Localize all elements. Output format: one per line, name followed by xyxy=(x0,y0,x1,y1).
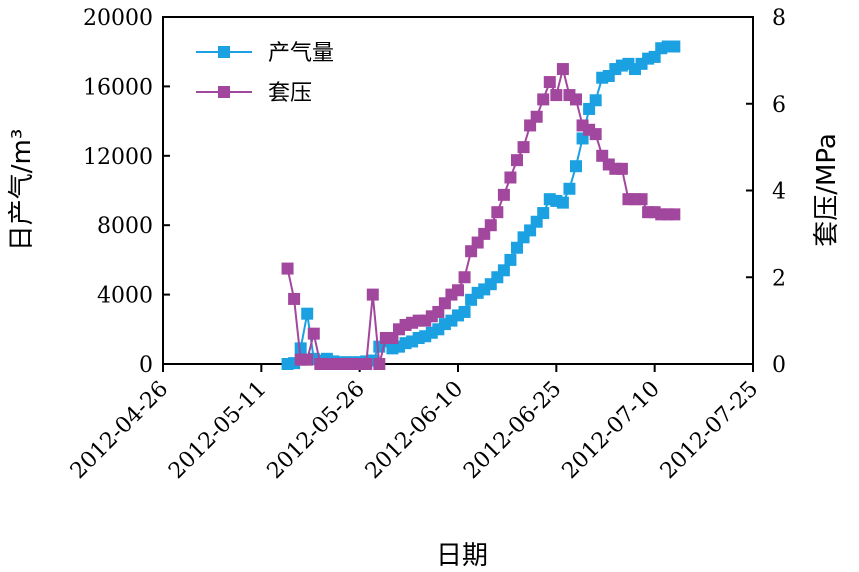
x-tick-label: 2012-07-25 xyxy=(656,377,763,484)
data-point-pressure xyxy=(511,154,523,167)
series-line-pressure xyxy=(286,68,675,365)
data-point-pressure xyxy=(504,171,517,184)
x-tick-label: 2012-05-26 xyxy=(263,377,370,484)
data-point-gas xyxy=(511,241,523,254)
left-axis: 0 4000 8000 12000 16000 20000 xyxy=(83,6,170,378)
right-axis: 0 2 4 6 8 xyxy=(746,6,786,378)
data-point-pressure xyxy=(589,128,602,141)
data-point-gas xyxy=(563,182,576,195)
right-tick-label: 6 xyxy=(772,93,786,118)
x-tick-label: 2012-06-10 xyxy=(361,377,468,484)
left-tick-label: 12000 xyxy=(83,145,153,170)
data-point-pressure xyxy=(570,93,582,106)
legend-swatch-gas-marker xyxy=(218,46,230,58)
left-tick-label: 16000 xyxy=(83,75,153,100)
data-point-gas xyxy=(458,305,471,318)
x-tick-label: 2012-05-11 xyxy=(164,377,271,484)
data-point-gas xyxy=(497,264,510,277)
legend-item-pressure: 套压 xyxy=(196,81,312,106)
legend-item-gas: 产气量 xyxy=(196,41,334,66)
legend-label-gas: 产气量 xyxy=(268,41,334,66)
data-point-pressure xyxy=(373,358,386,370)
legend-label-pressure: 套压 xyxy=(268,81,312,106)
legend: 产气量 套压 xyxy=(196,41,334,106)
data-point-gas xyxy=(570,160,582,173)
right-tick-label: 0 xyxy=(772,353,786,378)
data-point-gas xyxy=(294,342,307,355)
y-axis-title-right: 套压/MPa xyxy=(812,133,842,247)
left-tick-label: 20000 xyxy=(83,6,153,31)
right-tick-label: 2 xyxy=(772,266,786,291)
data-point-pressure xyxy=(615,162,628,175)
data-point-pressure xyxy=(366,288,379,301)
x-axis-title: 日期 xyxy=(436,541,488,571)
data-point-pressure xyxy=(550,89,563,102)
series-line-gas xyxy=(287,45,675,365)
data-point-gas xyxy=(301,307,314,320)
data-point-pressure xyxy=(301,353,314,366)
data-point-pressure xyxy=(583,123,596,136)
left-tick-label: 4000 xyxy=(97,284,153,309)
data-point-pressure xyxy=(288,292,301,305)
data-point-pressure xyxy=(360,358,373,370)
data-point-gas xyxy=(589,94,602,107)
data-point-pressure xyxy=(668,208,681,221)
data-point-gas xyxy=(668,40,681,53)
data-point-pressure xyxy=(281,262,294,275)
data-point-pressure xyxy=(484,219,497,232)
data-point-pressure xyxy=(491,206,504,219)
x-tick-label: 2012-04-26 xyxy=(66,377,173,484)
left-tick-label: 0 xyxy=(139,353,153,378)
data-point-pressure xyxy=(537,93,550,106)
data-point-pressure xyxy=(530,110,543,123)
legend-swatch-pressure-marker xyxy=(218,86,230,98)
right-tick-label: 4 xyxy=(772,180,786,205)
left-tick-label: 8000 xyxy=(97,214,153,239)
data-point-pressure xyxy=(543,76,556,89)
data-point-gas xyxy=(556,196,569,209)
data-point-pressure xyxy=(452,284,464,297)
data-point-pressure xyxy=(458,271,471,284)
data-point-pressure xyxy=(635,193,648,206)
x-tick-label: 2012-07-10 xyxy=(558,377,665,484)
data-point-pressure xyxy=(517,141,530,154)
x-axis: 2012-04-262012-05-112012-05-262012-06-10… xyxy=(66,364,763,484)
data-point-gas xyxy=(537,207,550,220)
series-layer xyxy=(281,40,681,370)
data-point-pressure xyxy=(307,327,320,340)
data-point-pressure xyxy=(497,188,510,201)
y-axis-title-left: 日产气/m³ xyxy=(7,129,37,252)
data-point-pressure xyxy=(556,63,569,76)
right-tick-label: 8 xyxy=(772,6,786,31)
data-point-gas xyxy=(504,253,517,266)
x-tick-label: 2012-06-25 xyxy=(459,377,566,484)
